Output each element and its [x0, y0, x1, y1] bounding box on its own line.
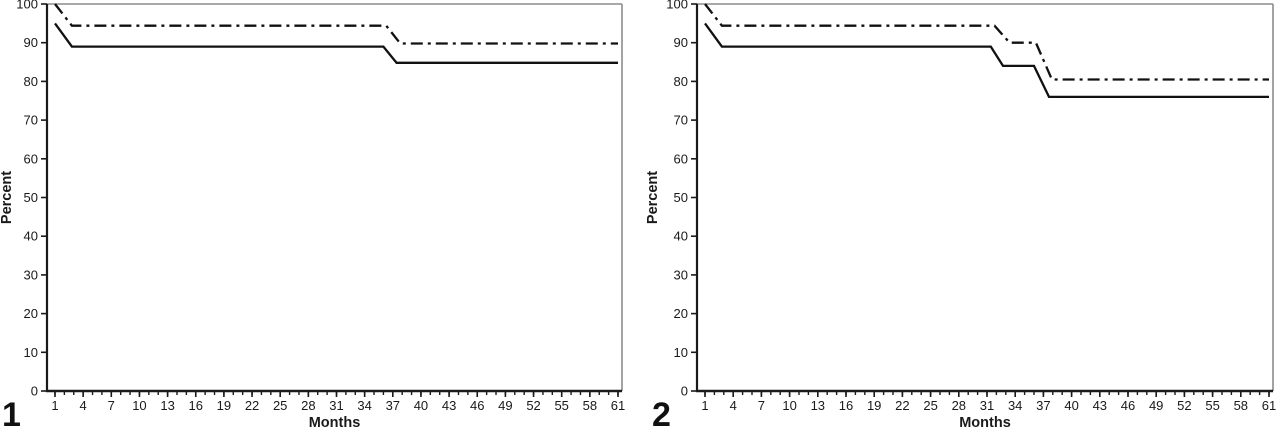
- y-tick-label: 30: [674, 267, 688, 282]
- x-tick-label: 58: [583, 398, 597, 413]
- x-tick-label: 1: [701, 398, 708, 413]
- x-tick-label: 13: [811, 398, 825, 413]
- y-tick-label: 60: [674, 151, 688, 166]
- y-axis-title: Percent: [0, 171, 15, 224]
- panel-1-figure-number: 1: [2, 396, 21, 434]
- x-tick-label: 52: [526, 398, 540, 413]
- x-tick-label: 25: [273, 398, 287, 413]
- survival-chart-1: 0 10 20 30 40 50 60 70 80 90 100 1 4 7 10 13 16 19 22 25 28 3…: [0, 0, 625, 431]
- y-tick-label: 20: [24, 306, 38, 321]
- x-tick-label: 31: [329, 398, 343, 413]
- y-tick-label: 10: [24, 345, 38, 360]
- panel-1: 0 10 20 30 40 50 60 70 80 90 100 1 4 7 10 13 16 19 22 25 28 3…: [0, 0, 625, 434]
- panel-2: 0 10 20 30 40 50 60 70 80 90 100 1 4 7 10 13 16 19 22 25 28 3…: [640, 0, 1280, 439]
- x-tick-label: 49: [498, 398, 512, 413]
- y-tick-label: 60: [24, 151, 38, 166]
- x-tick-label: 28: [952, 398, 966, 413]
- x-tick-label: 19: [867, 398, 881, 413]
- solid-curve: [54, 22, 618, 64]
- x-tick-label: 19: [217, 398, 231, 413]
- y-tick-label: 10: [674, 345, 688, 360]
- x-tick-label: 16: [839, 398, 853, 413]
- x-tick-label: 22: [895, 398, 909, 413]
- y-tick-label: 80: [674, 74, 688, 89]
- solid-curve: [704, 22, 1269, 99]
- panel-2-figure-number: 2: [652, 396, 671, 434]
- x-tick-label: 61: [611, 398, 625, 413]
- y-tick-label: 0: [31, 384, 38, 399]
- x-tick-label: 34: [1008, 398, 1022, 413]
- y-tick-label: 20: [674, 306, 688, 321]
- x-tick-label: 4: [80, 398, 87, 413]
- dash-dot-curve: [704, 3, 1269, 81]
- y-tick-label: 50: [674, 190, 688, 205]
- x-tick-label: 4: [730, 398, 737, 413]
- x-tick-label: 55: [1205, 398, 1219, 413]
- x-tick-label: 16: [189, 398, 203, 413]
- y-tick-label: 90: [24, 35, 38, 50]
- x-tick-label: 31: [980, 398, 994, 413]
- x-tick-label: 43: [1093, 398, 1107, 413]
- survival-chart-2: 0 10 20 30 40 50 60 70 80 90 100 1 4 7 10 13 16 19 22 25 28 3…: [645, 0, 1276, 431]
- x-tick-label: 55: [554, 398, 568, 413]
- y-tick-label: 70: [674, 113, 688, 128]
- x-tick-label: 43: [442, 398, 456, 413]
- x-tick-label: 52: [1177, 398, 1191, 413]
- x-axis-title: Months: [959, 415, 1011, 431]
- y-tick-label: 30: [24, 267, 38, 282]
- y-tick-label: 50: [24, 190, 38, 205]
- x-tick-label: 61: [1262, 398, 1276, 413]
- x-tick-label: 7: [108, 398, 115, 413]
- y-tick-label: 40: [674, 229, 688, 244]
- x-tick-label: 28: [301, 398, 315, 413]
- y-tick-label: 0: [681, 384, 688, 399]
- x-tick-label: 58: [1234, 398, 1248, 413]
- y-tick-label: 100: [666, 0, 688, 12]
- x-tick-label: 1: [51, 398, 58, 413]
- x-tick-label: 7: [758, 398, 765, 413]
- dash-dot-curve: [54, 3, 618, 45]
- y-tick-label: 90: [674, 35, 688, 50]
- x-tick-label: 40: [414, 398, 428, 413]
- x-axis-title: Months: [309, 415, 361, 431]
- x-tick-label: 13: [160, 398, 174, 413]
- x-tick-label: 34: [357, 398, 371, 413]
- y-tick-label: 40: [24, 229, 38, 244]
- y-tick-label: 100: [16, 0, 38, 12]
- x-tick-label: 10: [132, 398, 146, 413]
- x-tick-label: 25: [923, 398, 937, 413]
- x-tick-label: 49: [1149, 398, 1163, 413]
- y-tick-label: 70: [24, 113, 38, 128]
- y-axis-title: Percent: [645, 171, 661, 224]
- x-tick-label: 37: [386, 398, 400, 413]
- x-tick-label: 10: [782, 398, 796, 413]
- x-tick-label: 46: [1121, 398, 1135, 413]
- y-tick-label: 80: [24, 74, 38, 89]
- x-tick-label: 37: [1036, 398, 1050, 413]
- x-tick-label: 40: [1064, 398, 1078, 413]
- x-tick-label: 46: [470, 398, 484, 413]
- x-tick-label: 22: [245, 398, 259, 413]
